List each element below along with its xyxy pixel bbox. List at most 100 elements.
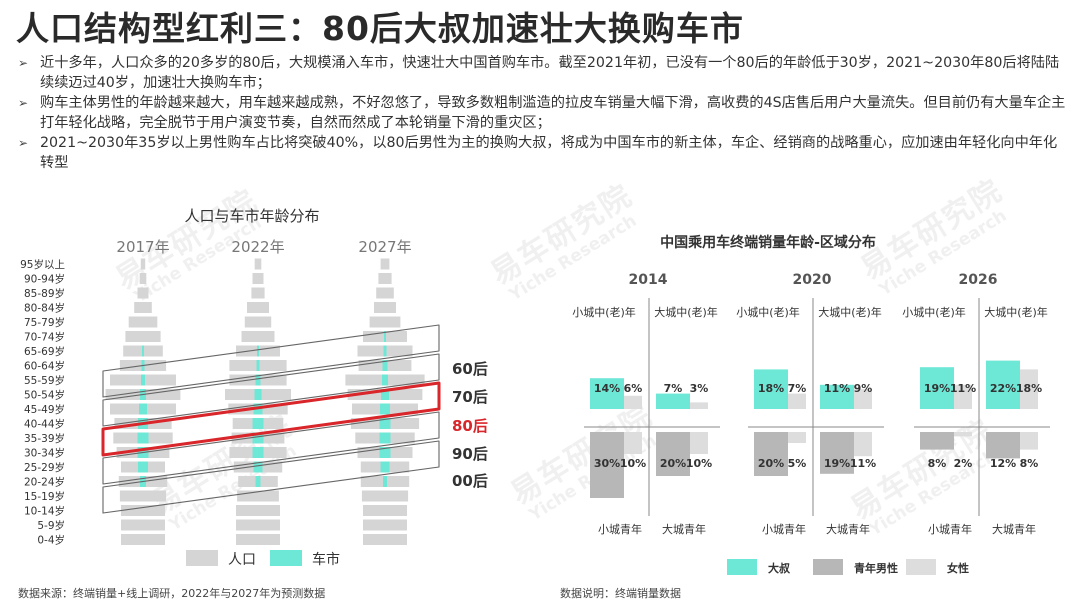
legend-label: 人口 <box>228 552 256 568</box>
uncle-bar <box>754 369 788 409</box>
quadrant-label: 大城中(老)年 <box>984 305 1048 319</box>
population-bar <box>251 287 265 299</box>
legend-swatch-population <box>186 550 218 566</box>
year-column-label: 2027年 <box>358 238 411 256</box>
value-label: 10% <box>686 457 712 470</box>
legend-swatch-car-market <box>270 550 302 566</box>
uncle-bar <box>820 384 854 409</box>
age-axis-label: 85-89岁 <box>24 287 65 300</box>
legend-label: 青年男性 <box>854 561 898 575</box>
pyramid-bars <box>105 258 425 545</box>
car-market-bar <box>379 432 391 444</box>
population-bar <box>125 331 161 342</box>
value-label: 3% <box>690 382 709 395</box>
age-axis-label: 90-94岁 <box>24 273 65 286</box>
population-bar <box>247 302 269 313</box>
young-male-bar <box>920 432 954 450</box>
value-label: 7% <box>664 382 683 395</box>
generation-band <box>102 411 440 485</box>
age-axis-label: 20-24岁 <box>24 476 65 489</box>
bullet-list: ➢ 近十多年，人口众多的20多岁的80后，大规模涌入车市，快速壮大中国首购车市。… <box>18 53 1068 173</box>
population-bar <box>139 273 147 284</box>
population-bar <box>121 519 165 531</box>
age-axis-label: 80-84岁 <box>24 302 65 315</box>
car-market-bar <box>142 345 144 357</box>
value-label: 12% <box>990 457 1016 470</box>
value-label: 5% <box>788 457 807 470</box>
car-market-bar <box>379 447 391 458</box>
value-label: 11% <box>950 382 976 395</box>
value-label: 20% <box>758 457 784 470</box>
population-bar <box>376 287 394 299</box>
population-bar <box>121 534 165 545</box>
car-market-bar <box>255 476 261 487</box>
population-bar <box>363 519 407 531</box>
car-market-bar <box>381 389 389 400</box>
value-label: 11% <box>850 457 876 470</box>
page-title: 人口结构型红利三：80后大叔加速壮大换购车市 <box>16 9 744 48</box>
population-bar <box>380 258 390 270</box>
generation-band <box>102 353 440 427</box>
chart-legend: 人口 车市 <box>186 550 340 568</box>
car-market-bar <box>255 374 261 386</box>
age-axis-label: 10-14岁 <box>24 505 65 518</box>
value-label: 11% <box>824 382 850 395</box>
legend-swatch-young-male <box>813 559 843 575</box>
quadrant-label: 大城青年 <box>826 522 870 536</box>
bullet-item: ➢ 近十多年，人口众多的20多岁的80后，大规模涌入车市，快速壮大中国首购车市。… <box>18 53 1068 93</box>
value-label: 18% <box>758 382 784 395</box>
car-market-bar <box>139 403 147 415</box>
legend-label: 车市 <box>312 551 340 568</box>
age-axis-label: 15-19岁 <box>24 490 65 503</box>
car-market-bar <box>257 345 259 357</box>
quadrant-label: 小城青年 <box>762 522 806 536</box>
age-axis-label: 45-49岁 <box>24 403 65 416</box>
chart-title: 人口与车市年龄分布 <box>184 207 319 225</box>
quadrant-label: 小城中(老)年 <box>572 305 636 319</box>
population-bar <box>140 258 146 270</box>
car-market-bar <box>380 461 390 473</box>
generation-label: 00后 <box>452 472 488 490</box>
car-market-bar <box>252 432 264 444</box>
value-label: 18% <box>1016 382 1042 395</box>
population-bar <box>236 534 280 545</box>
car-market-bar <box>137 432 149 444</box>
quadrant-label: 小城中(老)年 <box>902 305 966 319</box>
value-label: 6% <box>624 382 643 395</box>
uncle-bar <box>920 367 954 409</box>
value-label: 10% <box>620 457 646 470</box>
female-bar <box>788 393 806 409</box>
population-pyramid-chart: 人口与车市年龄分布 2017年 2022年 2027年 95岁以上 90-94岁85-… <box>20 207 488 568</box>
quadrant-label: 小城青年 <box>598 522 642 536</box>
bullet-text: 购车主体男性的年龄越来越大，用车越来越成熟，不好忽悠了，导致多数粗制滥造的拉皮车… <box>40 95 1066 131</box>
quadrant-label: 大城中(老)年 <box>654 305 718 319</box>
value-label: 19% <box>924 382 950 395</box>
uncle-bar <box>656 393 690 409</box>
year-column-label: 2017年 <box>116 238 169 256</box>
population-bar <box>236 519 280 531</box>
generation-label: 90后 <box>452 445 488 463</box>
female-bar <box>788 432 806 443</box>
value-label: 7% <box>788 382 807 395</box>
quadrant-label: 小城中(老)年 <box>736 305 800 319</box>
value-label: 9% <box>854 382 873 395</box>
bullet-item: ➢ 购车主体男性的年龄越来越大，用车越来越成熟，不好忽悠了，导致多数粗制滥造的拉… <box>18 93 1068 133</box>
population-bar <box>378 273 392 284</box>
quadrant-label: 大城中(老)年 <box>818 305 882 319</box>
bullet-text: 近十多年，人口众多的20多岁的80后，大规模涌入车市，快速壮大中国首购车市。截至… <box>40 55 1060 91</box>
population-bar <box>374 302 396 313</box>
value-label: 8% <box>1020 457 1039 470</box>
source-note: 数据来源：终端销量+线上调研，2022年与2027年为预测数据 <box>18 587 326 600</box>
population-bar <box>363 534 407 545</box>
value-label: 30% <box>594 457 620 470</box>
quadrant-label: 大城青年 <box>992 522 1036 536</box>
bullet-text: 2021~2030年35岁以上男性购车占比将突破40%，以80后男性为主的换购大… <box>40 135 1058 171</box>
population-bar <box>128 316 158 328</box>
generation-label: 60后 <box>452 360 488 378</box>
age-axis-label: 25-29岁 <box>24 461 65 474</box>
panel-year: 2026 <box>959 272 998 288</box>
